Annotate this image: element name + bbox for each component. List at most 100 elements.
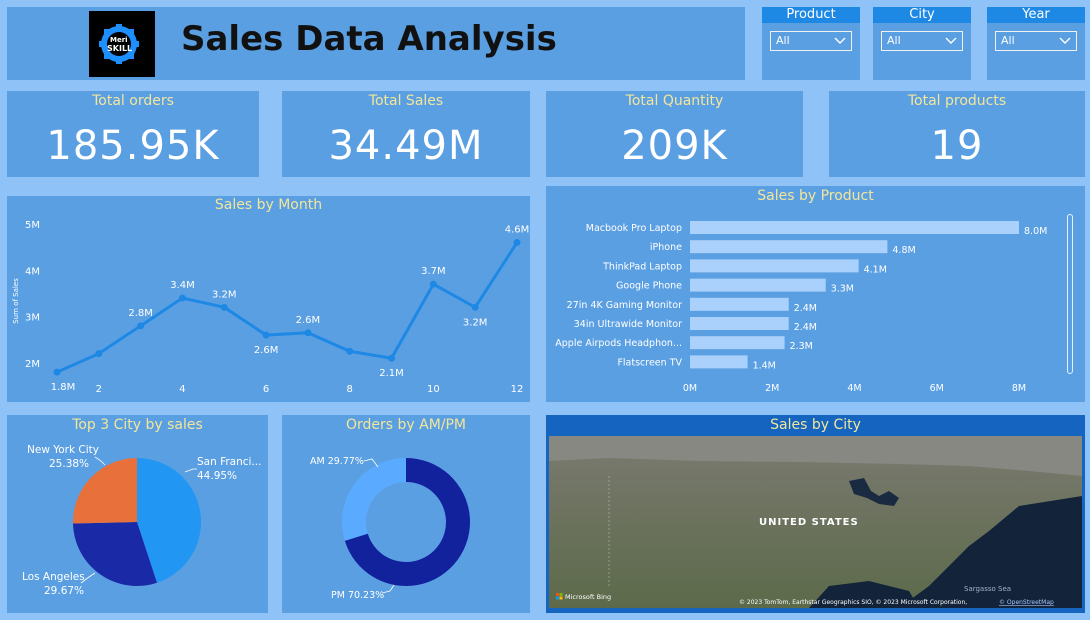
header-panel: Meri SKILL Sales Data Analysis: [7, 7, 745, 80]
leader-line: [94, 456, 106, 466]
data-point: [262, 331, 270, 339]
bar-value-label: 4.8M: [892, 245, 915, 256]
x-tick-label: 4M: [847, 383, 861, 394]
kpi-value: 34.49M: [328, 123, 484, 169]
sales-by-product-panel[interactable]: Sales by Product Macbook Pro Laptop 8.0M i…: [546, 186, 1085, 402]
product-label: Google Phone: [616, 281, 682, 292]
chevron-down-icon: [1059, 37, 1071, 44]
data-label: 2.6M: [254, 345, 279, 356]
top-city-chart: San Franci... 44.95% Los Angeles 29.67% New …: [22, 444, 261, 597]
map-view[interactable]: UNITED STATES Sargasso Sea Microsoft Bin…: [549, 436, 1082, 608]
product-label: iPhone: [650, 242, 682, 253]
data-label: 3.2M: [463, 317, 488, 328]
logo-text-bottom: SKILL: [107, 44, 132, 53]
leader-line: [363, 458, 379, 468]
product-bar: [690, 240, 888, 254]
pie-label-name: San Franci...: [197, 456, 261, 468]
kpi-value: 19: [930, 123, 984, 169]
slicer-label: Year: [987, 7, 1085, 23]
product-bar: [690, 336, 785, 350]
year-dropdown[interactable]: All: [995, 31, 1077, 51]
product-label: ThinkPad Laptop: [602, 261, 682, 272]
data-point: [220, 303, 228, 311]
sales-by-product-chart: Macbook Pro Laptop 8.0M iPhone 4.8M ThinkPad…: [555, 221, 1047, 394]
sales-by-month-panel[interactable]: Sales by Month 2M 3M 4M 5M 2 4 6 8 10 12 Sum of Sa…: [7, 196, 530, 402]
logo-text-top: Meri: [110, 36, 128, 44]
data-label: 3.2M: [212, 289, 237, 300]
slicer-label: City: [873, 7, 971, 23]
top-city-panel[interactable]: Top 3 City by sales San Franci... 44.95% L…: [7, 415, 268, 613]
chevron-down-icon: [834, 37, 846, 44]
great-lakes: [849, 478, 899, 506]
x-tick-label: 6: [263, 384, 269, 395]
canada-region: [549, 436, 1082, 476]
data-point: [429, 280, 437, 288]
x-tick-label: 0M: [683, 383, 697, 394]
pie-label-name: New York City: [27, 444, 99, 456]
slicer-city: City All: [873, 7, 971, 80]
data-point: [471, 303, 479, 311]
gulf-of-mexico: [809, 581, 919, 608]
x-tick-label: 12: [511, 384, 524, 395]
pie-label-pct: 25.38%: [49, 458, 89, 470]
logo: Meri SKILL: [89, 11, 155, 77]
orders-ampm-panel[interactable]: Orders by AM/PM AM 29.77% PM 70.23%: [282, 415, 530, 613]
product-label: 27in 4K Gaming Monitor: [567, 300, 682, 311]
product-dropdown[interactable]: All: [770, 31, 852, 51]
data-label: 3.4M: [170, 280, 195, 291]
pie-slice: [73, 458, 137, 524]
dropdown-value: All: [776, 34, 790, 47]
donut-label: AM 29.77%: [310, 456, 364, 467]
y-tick-label: 2M: [25, 359, 40, 370]
product-bar: [690, 355, 748, 369]
city-dropdown[interactable]: All: [881, 31, 963, 51]
product-bar: [690, 278, 826, 292]
x-tick-label: 8M: [1012, 383, 1026, 394]
land-mass: [549, 436, 1082, 608]
slicer-year: Year All: [987, 7, 1085, 80]
kpi-value: 185.95K: [46, 123, 220, 169]
kpi-total-products[interactable]: Total products 19: [829, 91, 1085, 177]
kpi-total-orders[interactable]: Total orders 185.95K: [7, 91, 259, 177]
x-tick-label: 2: [96, 384, 102, 395]
map-country-label: UNITED STATES: [759, 517, 859, 528]
orders-ampm-chart: AM 29.77% PM 70.23%: [310, 456, 470, 601]
data-point: [95, 350, 103, 358]
data-point: [304, 329, 312, 337]
y-tick-label: 5M: [25, 220, 40, 231]
product-label: 34in Ultrawide Monitor: [574, 319, 682, 330]
page-title: Sales Data Analysis: [181, 19, 557, 59]
openstreetmap-link[interactable]: © OpenStreetMap: [999, 599, 1054, 606]
scrollbar[interactable]: [1067, 214, 1073, 374]
product-bar: [690, 297, 789, 311]
gear-icon: Meri SKILL: [99, 24, 139, 64]
pie-label-pct: 44.95%: [197, 470, 237, 482]
chevron-down-icon: [945, 37, 957, 44]
product-label: Flatscreen TV: [617, 357, 682, 368]
pie-label-name: Los Angeles: [22, 571, 85, 583]
x-tick-label: 4: [179, 384, 185, 395]
product-label: Apple Airpods Headphon...: [555, 338, 682, 349]
y-tick-label: 4M: [25, 266, 40, 277]
sales-by-city-panel[interactable]: Sales by City UNITED STATES Sargasso Sea…: [546, 415, 1085, 613]
data-point: [137, 322, 145, 330]
data-point: [388, 354, 396, 362]
kpi-label: Total Quantity: [625, 93, 724, 109]
kpi-total-sales[interactable]: Total Sales 34.49M: [282, 91, 530, 177]
donut-slice: [344, 458, 470, 586]
data-point: [513, 239, 521, 247]
product-bar: [690, 259, 859, 273]
data-label: 2.1M: [379, 368, 404, 379]
kpi-label: Total Sales: [368, 93, 444, 109]
leader-line: [184, 468, 197, 473]
slicer-product: Product All: [762, 7, 860, 80]
pie-slice: [73, 522, 157, 586]
x-tick-label: 6M: [930, 383, 944, 394]
bar-value-label: 2.3M: [790, 341, 813, 352]
bar-value-label: 2.4M: [794, 322, 817, 333]
bar-value-label: 8.0M: [1024, 226, 1047, 237]
kpi-total-quantity[interactable]: Total Quantity 209K: [546, 91, 803, 177]
panel-title: Orders by AM/PM: [345, 417, 467, 433]
dropdown-value: All: [1001, 34, 1015, 47]
atlantic: [929, 506, 1082, 608]
